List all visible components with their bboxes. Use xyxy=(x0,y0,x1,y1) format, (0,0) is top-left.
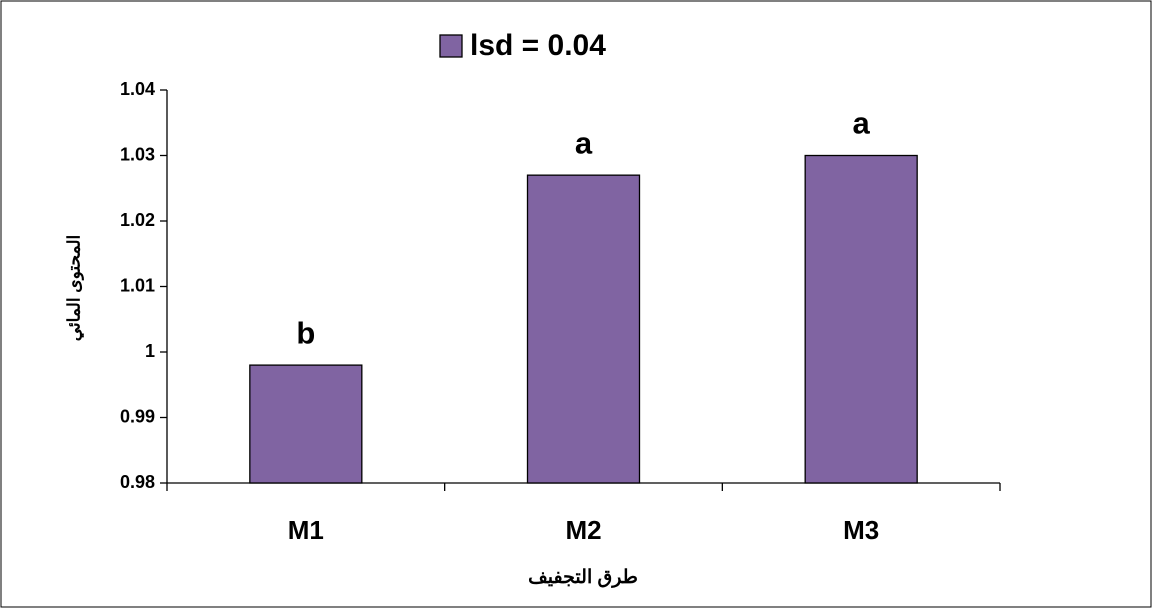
significance-label: a xyxy=(853,106,871,141)
x-tick-label: M2 xyxy=(565,515,601,545)
y-tick-label: 0.99 xyxy=(120,406,155,426)
bar xyxy=(249,364,363,484)
legend-label: lsd = 0.04 xyxy=(470,29,606,62)
x-tick-label: M3 xyxy=(843,515,879,545)
x-axis-label: طرق التجفيف xyxy=(528,567,638,588)
y-tick-label: 0.98 xyxy=(120,472,155,492)
y-axis-label: المحتوى المائي xyxy=(64,235,84,341)
y-tick-label: 1.04 xyxy=(120,79,155,99)
y-tick-label: 1.03 xyxy=(120,144,155,164)
y-tick-label: 1 xyxy=(145,341,155,361)
x-tick-label: M1 xyxy=(288,515,324,545)
y-tick-label: 1.02 xyxy=(120,210,155,230)
y-tick-label: 1.01 xyxy=(120,275,155,295)
significance-label: a xyxy=(575,125,593,160)
bar xyxy=(804,154,918,484)
significance-label: b xyxy=(296,315,315,350)
bar xyxy=(526,174,641,484)
legend-swatch xyxy=(439,34,463,58)
